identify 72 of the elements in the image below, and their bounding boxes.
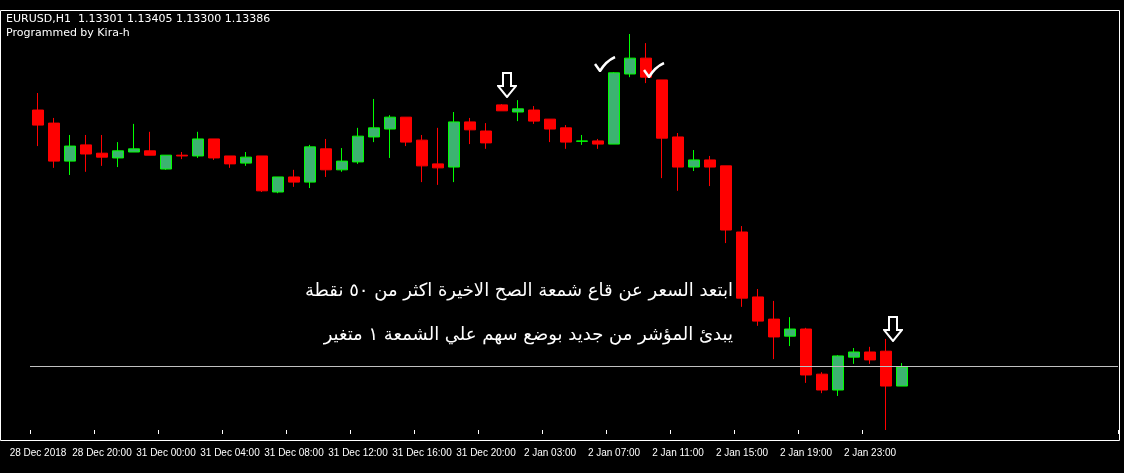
candlestick xyxy=(192,131,204,159)
x-tick-label: 28 Dec 2018 xyxy=(9,446,67,458)
candlestick xyxy=(112,141,124,168)
x-tick-label: 2 Jan 15:00 xyxy=(715,446,769,458)
candlestick xyxy=(320,138,332,178)
candlestick xyxy=(352,127,364,165)
candlestick xyxy=(720,165,732,244)
candlestick xyxy=(400,116,412,147)
candlestick xyxy=(560,124,572,150)
annotation: يبدئ المؤشر من جديد بوضع سهم علي الشمعة ١ متغير xyxy=(322,322,733,345)
candlestick xyxy=(32,92,44,147)
candlestick xyxy=(448,111,460,183)
chart-subtitle: Programmed by Kira-h xyxy=(6,26,130,39)
candlestick xyxy=(816,371,828,394)
candlestick xyxy=(160,154,172,171)
candlestick xyxy=(624,33,636,78)
candlestick xyxy=(144,131,156,156)
candlestick xyxy=(864,346,876,365)
candlestick xyxy=(544,118,556,143)
candlestick xyxy=(784,316,796,347)
candlestick xyxy=(416,134,428,183)
candlestick xyxy=(224,155,236,169)
x-tick-label: 2 Jan 23:00 xyxy=(843,446,897,458)
candlestick xyxy=(432,127,444,186)
candlestick xyxy=(592,138,604,150)
x-tick-label: 31 Dec 12:00 xyxy=(328,446,389,458)
candlestick xyxy=(464,117,476,145)
candlestick xyxy=(880,338,892,431)
candlestick xyxy=(752,288,764,327)
candlestick xyxy=(256,155,268,193)
candlestick xyxy=(272,176,284,194)
candlestick xyxy=(800,327,812,384)
candlestick xyxy=(688,149,700,172)
candlestick xyxy=(832,354,844,397)
candlestick xyxy=(80,134,92,173)
candlestick xyxy=(896,362,908,387)
candlestick xyxy=(176,151,188,160)
candlestick xyxy=(304,144,316,189)
candlestick xyxy=(288,169,300,188)
x-tick-label: 2 Jan 19:00 xyxy=(779,446,833,458)
x-tick-label: 2 Jan 03:00 xyxy=(523,446,577,458)
candlestick xyxy=(528,105,540,125)
candlestick xyxy=(368,98,380,143)
candlestick xyxy=(208,138,220,161)
candlestick xyxy=(64,134,76,176)
candlestick xyxy=(496,103,508,112)
annotation: ابتعد السعر عن قاع شمعة الصح الاخيرة اكثر من ٥٠ نقطة xyxy=(304,278,733,301)
candlestick xyxy=(576,134,588,146)
x-tick-label: 31 Dec 08:00 xyxy=(264,446,325,458)
candlestick xyxy=(96,134,108,167)
x-tick-label: 31 Dec 00:00 xyxy=(136,446,197,458)
candlestick xyxy=(480,122,492,150)
candlestick xyxy=(704,155,716,187)
x-tick-label: 2 Jan 11:00 xyxy=(652,446,705,458)
x-tick-label: 31 Dec 04:00 xyxy=(200,446,261,458)
x-tick-label: 31 Dec 16:00 xyxy=(392,446,453,458)
candlestick xyxy=(48,117,60,169)
candlestick xyxy=(848,347,860,365)
candlestick xyxy=(672,132,684,192)
x-tick-label: 31 Dec 20:00 xyxy=(456,446,517,458)
candlestick xyxy=(768,300,780,360)
candlestick xyxy=(608,71,620,145)
candlestick xyxy=(240,151,252,167)
chart-title: EURUSD,H1 1.13301 1.13405 1.13300 1.13386 xyxy=(6,12,271,25)
candlestick xyxy=(656,79,668,179)
x-tick-label: 28 Dec 20:00 xyxy=(72,446,133,458)
candlestick xyxy=(384,114,396,159)
candlestick xyxy=(512,99,524,122)
candlestick xyxy=(336,147,348,173)
candlestick xyxy=(128,123,140,153)
x-tick-label: 2 Jan 07:00 xyxy=(587,446,641,458)
candlestick xyxy=(736,225,748,308)
